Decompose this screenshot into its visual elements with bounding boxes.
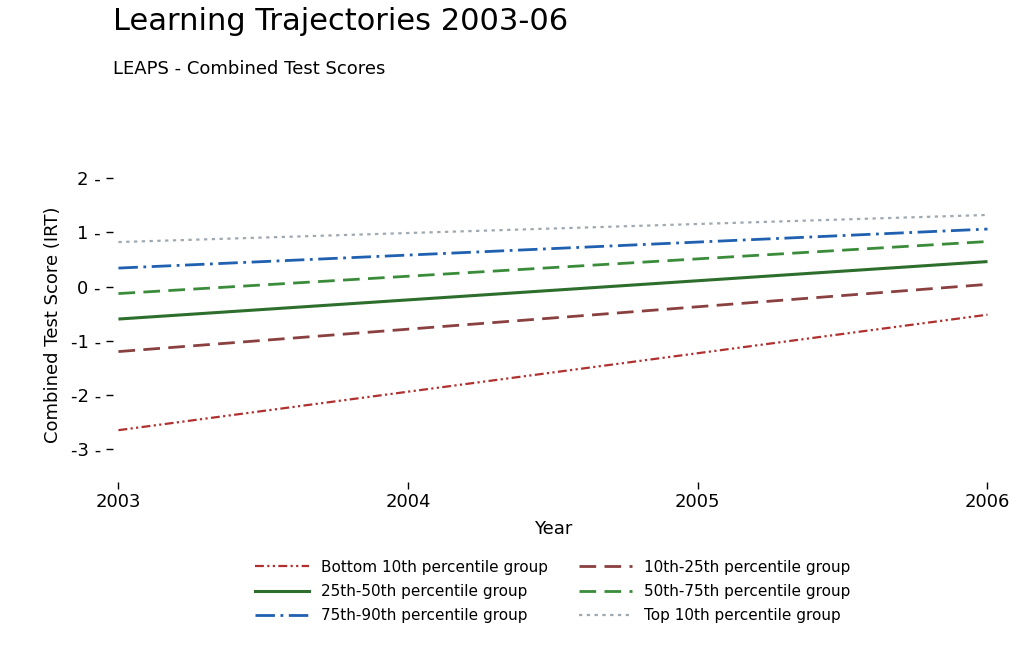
X-axis label: Year: Year xyxy=(534,520,572,538)
Legend: Bottom 10th percentile group, 25th-50th percentile group, 75th-90th percentile g: Bottom 10th percentile group, 25th-50th … xyxy=(248,552,858,631)
Text: Learning Trajectories 2003-06: Learning Trajectories 2003-06 xyxy=(113,7,567,35)
Y-axis label: Combined Test Score (IRT): Combined Test Score (IRT) xyxy=(44,206,62,443)
Text: LEAPS - Combined Test Scores: LEAPS - Combined Test Scores xyxy=(113,60,385,78)
